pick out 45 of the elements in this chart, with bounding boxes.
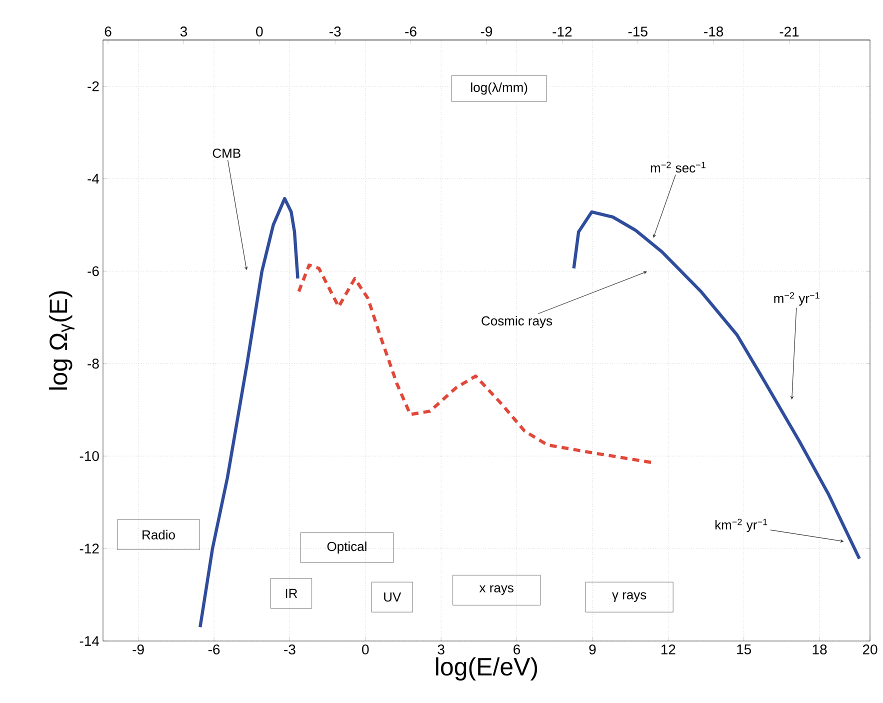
annotation: CMB [212, 148, 240, 158]
y-tick-label: -6 [88, 266, 99, 276]
x-tick-label: 3 [438, 644, 444, 654]
annotation: IR [286, 588, 298, 598]
y-tick-label: -14 [80, 636, 100, 646]
x-tick-label: 15 [737, 644, 752, 654]
annotation: Cosmic rays [482, 316, 552, 328]
x2-tick-label: -6 [405, 26, 416, 36]
annotation: km$^{−2}$ yr$^{−1}$ [715, 518, 768, 532]
y-tick-label: -10 [80, 451, 99, 462]
annotation: m$^{−2}$ sec$^{−1}$ [650, 162, 706, 173]
y-tick-label: -8 [88, 358, 99, 369]
line-series [198, 196, 300, 629]
x-tick-label: 0 [362, 644, 369, 654]
x2-tick-label: -18 [704, 26, 724, 36]
x2-tick-label: -12 [552, 26, 572, 36]
line-series [297, 264, 654, 464]
y-tick-label: -4 [88, 174, 100, 184]
x-tick-label: 18 [812, 644, 827, 654]
x2-axis-title: log(λ/mm) [471, 82, 528, 95]
y-axis-title: log Ω$_{γ}$(E) [48, 291, 74, 390]
annotation: Radio [142, 530, 175, 540]
annotation: UV [384, 592, 402, 602]
x2-tick-label: -3 [330, 26, 341, 36]
x-tick-label: -9 [132, 644, 144, 654]
x2-tick-label: -15 [628, 26, 648, 36]
x-tick-label: 9 [589, 644, 596, 654]
y-tick-label: -2 [88, 81, 99, 92]
annotation: x rays [479, 585, 514, 595]
x-tick-label: 12 [661, 644, 676, 654]
line-series [572, 210, 862, 560]
x2-tick-label: -9 [480, 26, 492, 36]
x-axis-title: log(E/eV) [436, 657, 538, 681]
x-tick-label: -3 [284, 644, 296, 654]
x-tick-label: 6 [514, 644, 520, 654]
x2-tick-label: 0 [256, 26, 263, 36]
annotation: γ rays [612, 592, 646, 602]
x2-tick-label: 6 [104, 26, 112, 36]
x2-tick-label: 3 [180, 26, 188, 36]
y-tick-label: -12 [80, 544, 99, 554]
annotation: m$^{−2}$ yr$^{−1}$ [774, 292, 820, 306]
x-tick-label: -6 [208, 644, 220, 654]
x2-tick-label: -21 [780, 26, 799, 36]
annotation: Optical [327, 542, 366, 554]
x-tick-label: 20 [862, 644, 878, 654]
